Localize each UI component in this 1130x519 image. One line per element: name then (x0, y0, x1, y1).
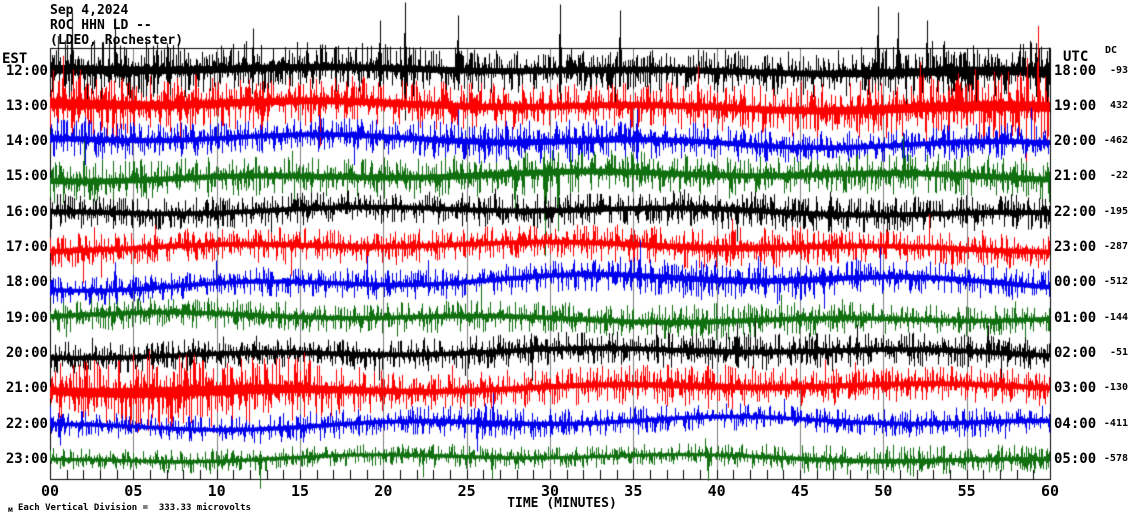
dc-offset-value: -93 (1109, 64, 1128, 76)
utc-hour-label: 20:00 (1054, 133, 1097, 150)
utc-hour-label: 22:00 (1054, 203, 1097, 220)
est-hour-label: 15:00 (5, 168, 48, 185)
est-hour-label: 21:00 (5, 380, 48, 397)
x-axis-tick-label: 50 (874, 482, 893, 500)
est-hour-label: 17:00 (5, 239, 48, 255)
utc-hour-label: 01:00 (1054, 309, 1097, 326)
title-network: (LDEO, Rochester) (50, 33, 184, 48)
utc-hour-label: 00:00 (1054, 274, 1097, 291)
x-axis-title: TIME (MINUTES) (507, 496, 617, 511)
utc-hour-label: 21:00 (1054, 168, 1097, 185)
est-hour-label: 20:00 (5, 344, 48, 361)
utc-hour-label: 04:00 (1054, 415, 1097, 432)
x-axis-tick-label: 00 (40, 482, 60, 500)
dc-offset-value: -51 (1109, 346, 1128, 358)
dc-offset-value: -130 (1103, 382, 1128, 394)
dc-offset-value: -578 (1103, 452, 1128, 464)
plot-title-block: Sep 4,2024 ROC HHN LD -- (LDEO, Rocheste… (50, 3, 183, 48)
est-hour-label: 23:00 (5, 450, 48, 467)
dc-offset-value: -22 (1109, 170, 1128, 182)
utc-hour-label: 02:00 (1054, 344, 1097, 361)
title-station-channel: ROC HHN LD -- (50, 18, 152, 33)
dc-offset-value: -462 (1103, 135, 1128, 147)
est-axis-header: EST (2, 51, 28, 67)
corner-mark: м (8, 505, 13, 514)
dc-offset-value: -144 (1103, 311, 1128, 323)
est-hour-label: 16:00 (5, 203, 48, 220)
est-hour-label: 13:00 (5, 97, 48, 114)
est-hour-label: 19:00 (5, 309, 48, 326)
x-axis-tick-label: 25 (457, 482, 476, 500)
dc-offset-value: 432 (1109, 99, 1128, 111)
utc-axis-header: UTC (1063, 49, 1089, 65)
est-hour-label: 12:00 (5, 62, 48, 79)
dc-offset-value: -195 (1103, 205, 1128, 217)
x-axis-tick-label: 20 (374, 482, 393, 500)
dc-offset-value: -512 (1103, 276, 1128, 288)
utc-hour-label: 23:00 (1054, 239, 1097, 255)
title-date: Sep 4,2024 (50, 3, 129, 18)
x-axis-tick-label: 60 (1040, 482, 1060, 500)
x-axis-tick-label: 35 (624, 482, 643, 500)
est-hour-label: 14:00 (5, 133, 48, 150)
est-hour-label: 18:00 (5, 274, 48, 291)
dc-column-header: DC (1105, 45, 1118, 56)
x-axis-tick-label: 15 (290, 482, 310, 500)
x-axis-tick-label: 05 (124, 482, 143, 500)
x-axis-tick-label: 45 (790, 482, 810, 500)
x-axis-tick-label: 30 (540, 482, 560, 500)
dc-offset-value: -287 (1103, 241, 1128, 252)
utc-hour-label: 18:00 (1054, 62, 1097, 79)
utc-hour-label: 03:00 (1054, 380, 1097, 397)
dc-offset-value: -411 (1103, 417, 1128, 429)
x-axis-tick-label: 40 (707, 482, 726, 500)
est-hour-label: 22:00 (5, 415, 48, 432)
x-axis-tick-label: 55 (957, 482, 976, 500)
vertical-scale-note: Each Vertical Division = 333.33 microvol… (18, 503, 251, 513)
utc-hour-label: 05:00 (1054, 450, 1097, 467)
x-axis-tick-label: 10 (207, 482, 226, 500)
utc-hour-label: 19:00 (1054, 97, 1097, 114)
